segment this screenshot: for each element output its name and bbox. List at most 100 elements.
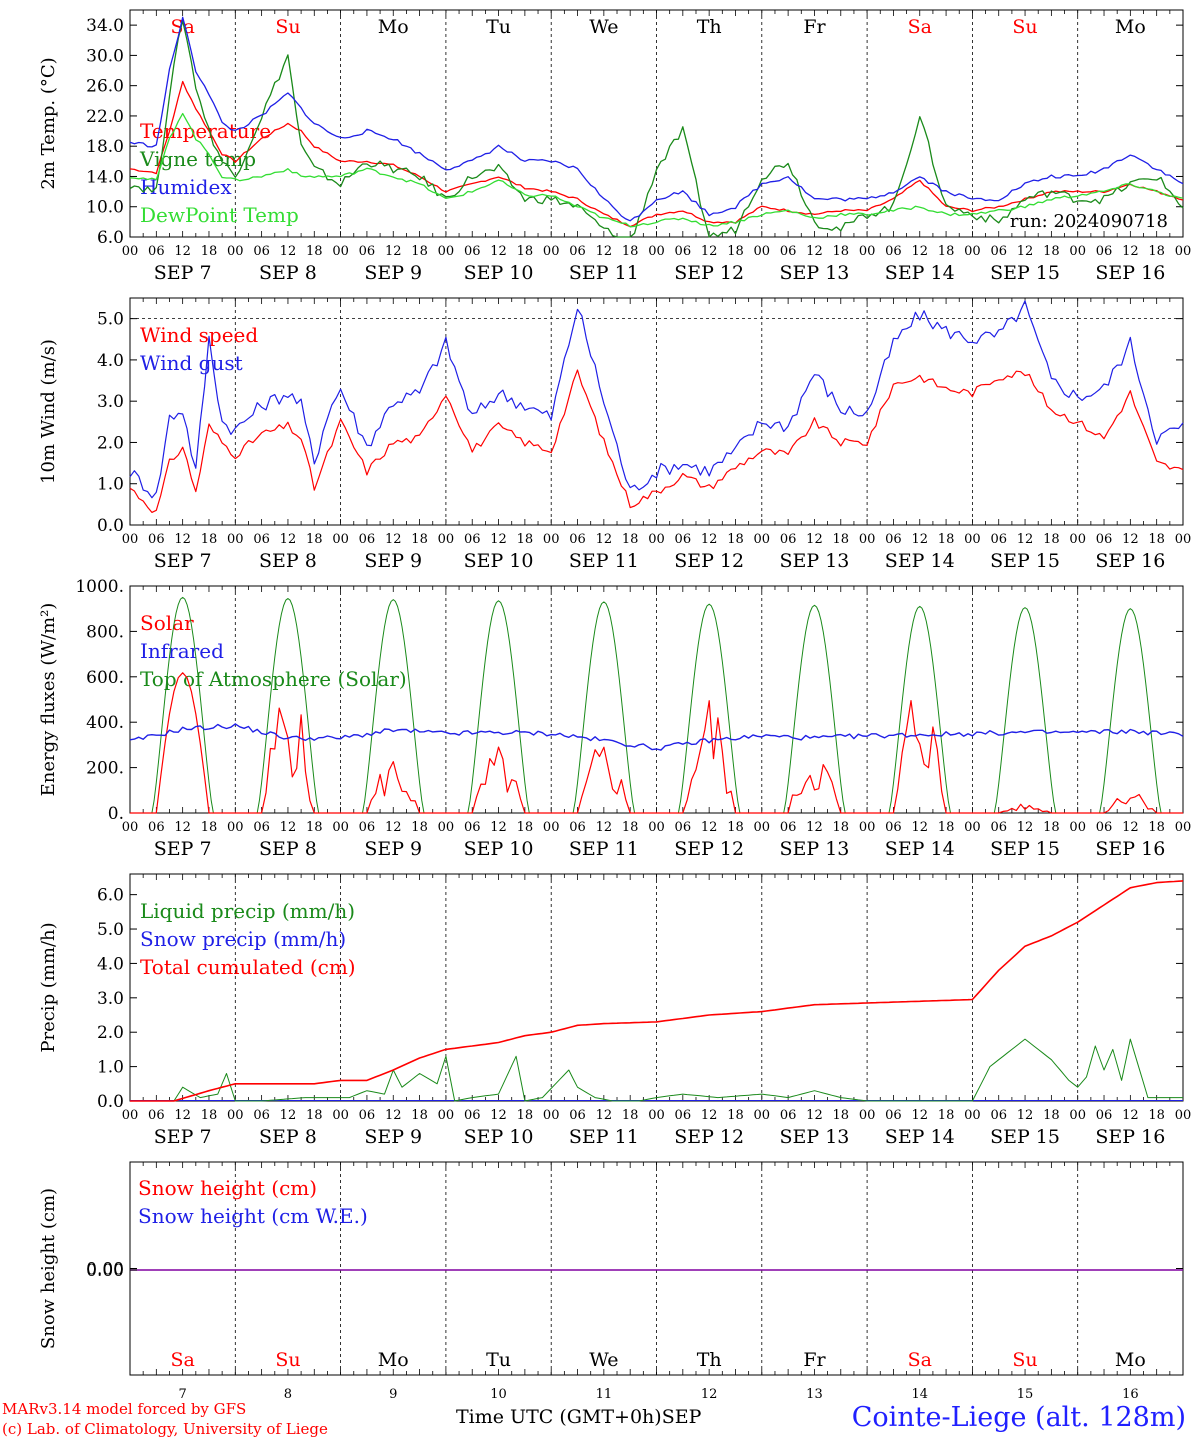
hour-tick-label: 00 xyxy=(1175,1108,1192,1123)
hour-tick-label: 12 xyxy=(701,244,718,259)
hour-tick-label: 00 xyxy=(859,532,876,547)
hour-tick-label: 12 xyxy=(1122,244,1139,259)
hour-tick-label: 00 xyxy=(754,244,771,259)
hour-tick-label: 18 xyxy=(727,1108,744,1123)
hour-tick-label: 06 xyxy=(780,532,797,547)
date-label: SEP 10 xyxy=(464,838,534,860)
date-label: SEP 11 xyxy=(569,262,639,284)
day-number: 12 xyxy=(701,1387,718,1402)
hour-tick-label: 00 xyxy=(227,820,244,835)
hour-tick-label: 18 xyxy=(201,244,218,259)
lab-credit: (c) Lab. of Climatology, University of L… xyxy=(2,1420,328,1438)
hour-tick-label: 18 xyxy=(1043,820,1060,835)
hour-tick-label: 06 xyxy=(464,820,481,835)
hour-tick-label: 06 xyxy=(1096,244,1113,259)
date-label: SEP 10 xyxy=(464,262,534,284)
hour-tick-label: 06 xyxy=(675,532,692,547)
hour-tick-label: 12 xyxy=(701,1108,718,1123)
hour-tick-label: 06 xyxy=(359,1108,376,1123)
hour-tick-label: 00 xyxy=(543,1108,560,1123)
hour-tick-label: 12 xyxy=(174,244,191,259)
y-tick-label: 800. xyxy=(86,622,124,642)
hour-tick-label: 18 xyxy=(306,532,323,547)
hour-tick-label: 12 xyxy=(1017,244,1034,259)
date-label: SEP 9 xyxy=(364,262,422,284)
y-tick-label: 600. xyxy=(86,668,124,688)
hour-tick-label: 12 xyxy=(806,532,823,547)
day-name: Mo xyxy=(1115,1349,1146,1371)
y-tick-label: 200. xyxy=(86,759,124,779)
hour-tick-label: 06 xyxy=(253,1108,270,1123)
day-name: Sa xyxy=(170,16,194,38)
y-tick-label: 14.0 xyxy=(86,167,124,187)
y-tick-label: 4.0 xyxy=(97,351,124,371)
hour-tick-label: 12 xyxy=(385,820,402,835)
y-tick-label: 1.0 xyxy=(97,1058,124,1078)
hour-tick-label: 18 xyxy=(727,820,744,835)
y-tick-label: 26.0 xyxy=(86,77,124,97)
hour-tick-label: 00 xyxy=(754,1108,771,1123)
hour-tick-label: 06 xyxy=(780,820,797,835)
hour-tick-label: 12 xyxy=(1017,1108,1034,1123)
date-label: SEP 9 xyxy=(364,1126,422,1148)
hour-tick-label: 18 xyxy=(938,1108,955,1123)
y-tick-label: 2.0 xyxy=(97,433,124,453)
hour-tick-label: 00 xyxy=(1175,532,1192,547)
hour-tick-label: 12 xyxy=(385,1108,402,1123)
hour-tick-label: 00 xyxy=(227,1108,244,1123)
hour-tick-label: 18 xyxy=(1148,244,1165,259)
day-name: Mo xyxy=(378,16,409,38)
hour-tick-label: 06 xyxy=(990,820,1007,835)
hour-tick-label: 00 xyxy=(1069,820,1086,835)
legend-entry: Wind gust xyxy=(140,351,243,375)
hour-tick-label: 18 xyxy=(622,820,639,835)
hour-tick-label: 06 xyxy=(990,244,1007,259)
hour-tick-label: 18 xyxy=(1148,1108,1165,1123)
hour-tick-label: 12 xyxy=(1017,820,1034,835)
hour-tick-label: 06 xyxy=(359,244,376,259)
y-axis-label: 2m Temp. (°C) xyxy=(38,57,59,189)
hour-tick-label: 18 xyxy=(938,820,955,835)
hour-tick-label: 06 xyxy=(885,244,902,259)
day-name: Tu xyxy=(486,16,511,38)
hour-tick-label: 18 xyxy=(411,820,428,835)
day-number: 11 xyxy=(596,1387,613,1402)
day-name: Sa xyxy=(170,1349,194,1371)
hour-tick-label: 18 xyxy=(201,532,218,547)
hour-tick-label: 18 xyxy=(306,244,323,259)
hour-tick-label: 06 xyxy=(1096,532,1113,547)
hour-tick-label: 18 xyxy=(1148,820,1165,835)
hour-tick-label: 00 xyxy=(1175,244,1192,259)
hour-tick-label: 12 xyxy=(385,244,402,259)
hour-tick-label: 18 xyxy=(833,1108,850,1123)
hour-tick-label: 06 xyxy=(148,532,165,547)
hour-tick-label: 12 xyxy=(596,244,613,259)
hour-tick-label: 00 xyxy=(332,244,349,259)
date-label: SEP 10 xyxy=(464,550,534,572)
legend-entry: Temperature xyxy=(140,119,271,143)
hour-tick-label: 00 xyxy=(227,532,244,547)
date-label: SEP 11 xyxy=(569,1126,639,1148)
hour-tick-label: 06 xyxy=(148,244,165,259)
hour-tick-label: 12 xyxy=(806,820,823,835)
hour-tick-label: 00 xyxy=(754,532,771,547)
hour-tick-label: 00 xyxy=(964,820,981,835)
hour-tick-label: 06 xyxy=(464,244,481,259)
hour-tick-label: 12 xyxy=(280,532,297,547)
y-tick-label: 3.0 xyxy=(97,392,124,412)
y-axis-label: Energy fluxes (W/m²) xyxy=(38,603,59,797)
hour-tick-label: 18 xyxy=(201,820,218,835)
hour-tick-label: 06 xyxy=(569,532,586,547)
day-number: 9 xyxy=(389,1387,397,1402)
day-number: 14 xyxy=(911,1387,928,1402)
hour-tick-label: 06 xyxy=(253,244,270,259)
hour-tick-label: 18 xyxy=(411,532,428,547)
day-name: Su xyxy=(275,16,300,38)
y-axis-label: Snow height (cm) xyxy=(38,1188,59,1349)
hour-tick-label: 12 xyxy=(1122,532,1139,547)
hour-tick-label: 06 xyxy=(990,1108,1007,1123)
hour-tick-label: 18 xyxy=(833,532,850,547)
hour-tick-label: 00 xyxy=(648,1108,665,1123)
date-label: SEP 16 xyxy=(1095,550,1165,572)
hour-tick-label: 18 xyxy=(1043,1108,1060,1123)
